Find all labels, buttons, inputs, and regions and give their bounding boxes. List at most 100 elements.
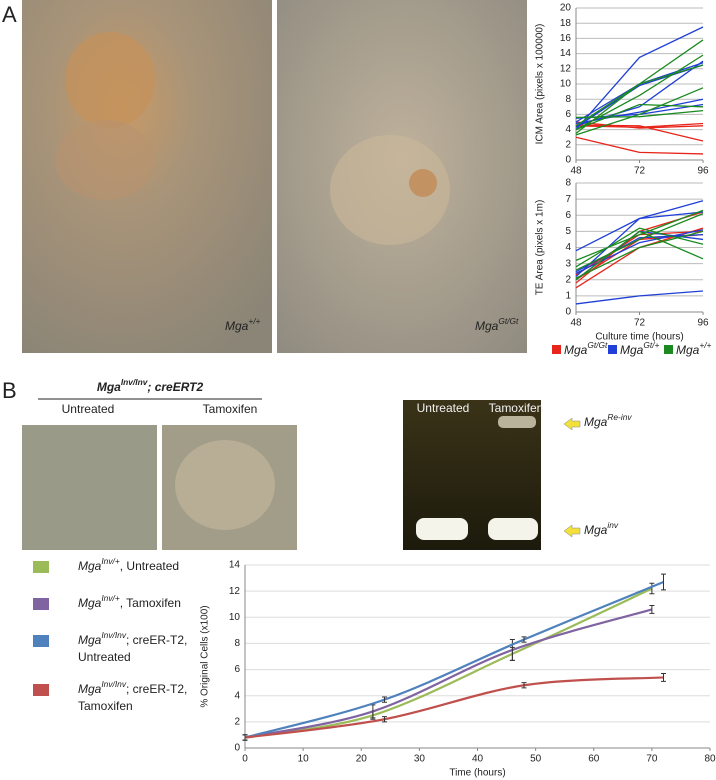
y-tick-label: 5 [565,226,571,237]
gel-band [498,416,536,428]
series-line [575,211,704,278]
y-tick-label: 10 [229,612,241,623]
arrow [563,524,581,538]
label: MgaInv/Inv; creER-T2, [78,630,187,647]
x-tick-label: 72 [634,318,646,329]
error-bar [382,716,387,723]
y-tick-label: 6 [234,664,240,675]
y-tick-label: 8 [234,638,240,649]
legend-swatch [608,345,617,354]
label-sup: +/+ [248,316,260,326]
gel-band [416,518,468,540]
series-line [244,676,664,739]
cell-colony [330,135,450,245]
y-tick-label: 6 [565,109,571,120]
label-sup: Inv/+ [101,593,119,603]
label-rest: ; creERT2 [147,380,203,394]
x-tick-label: 48 [570,318,582,329]
label: Mga+/+ [225,316,261,333]
series-line [575,87,704,136]
label: MgaInv/Inv; creERT2 [97,377,204,394]
label-base: Mga [584,523,608,537]
condition-label: Untreated [62,402,115,416]
series-line [575,109,704,119]
cell-colony [409,169,437,197]
condition-label: Tamoxifen [203,402,258,416]
cell-colony [65,32,155,128]
cell-colony [175,440,275,530]
y-tick-label: 14 [560,48,572,59]
y-axis-label: ICM Area (pixels x 100000) [535,24,546,145]
error-bar [661,672,666,682]
label: MgaRe-inv [584,412,632,429]
y-tick-label: 2 [234,716,240,727]
label-base: Mga [97,380,121,394]
label-base: Mga [620,343,644,357]
label-rest: , Untreated [120,559,179,573]
y-tick-label: 6 [565,210,571,221]
y-tick-label: 0 [234,743,240,754]
label-sup: Inv/Inv [101,679,126,689]
error-bar [382,696,387,703]
label: MgaInv/+, Tamoxifen [78,593,181,610]
error-bar [661,573,666,591]
legend-swatch [33,561,49,573]
label-base: Mga [78,682,102,696]
y-tick-label: 8 [565,94,571,105]
label-base: Mga [676,343,700,357]
x-axis-label: Culture time (hours) [595,332,683,343]
series-line [575,136,704,155]
series-line [575,213,704,271]
x-tick-label: 48 [570,166,582,177]
y-axis-label: % Original Cells (x100) [200,605,211,707]
series-line [575,54,704,131]
series-line [575,227,704,268]
label-sup: Re-inv [607,412,632,422]
label-sup: Inv/Inv [121,377,149,387]
y-tick-label: 4 [234,690,240,701]
label: Mga+/+ [676,340,712,357]
x-tick-label: 10 [298,754,310,765]
error-bar [509,639,515,661]
label-rest: , Tamoxifen [120,596,181,610]
label-sup: +/+ [699,340,711,350]
y-tick-label: 12 [229,586,241,597]
series-line [575,103,704,131]
y-tick-label: 2 [565,139,571,150]
x-tick-label: 72 [634,166,646,177]
label-base: Mga [564,343,588,357]
series-line [244,580,664,739]
series-line [575,64,704,127]
label-rest: ; creER-T2, [126,682,187,696]
panel-label: A [2,2,17,27]
label-base: Mga [78,559,102,573]
legend-label: Tamoxifen [78,699,133,713]
x-tick-label: 40 [472,754,484,765]
x-tick-label: 96 [697,166,709,177]
y-tick-label: 20 [560,3,572,14]
y-tick-label: 8 [565,178,571,189]
series-line [575,209,704,262]
x-tick-label: 60 [588,754,600,765]
y-tick-label: 4 [565,124,571,135]
error-bar [242,734,248,741]
y-tick-label: 14 [229,560,241,571]
error-bar [649,605,655,614]
label-sup: inv [607,520,619,530]
label: MgaGt/+ [620,340,660,357]
arrow [563,417,581,431]
error-bar [521,682,527,689]
series-line [575,98,704,125]
series-line [575,122,704,128]
legend-swatch [664,345,673,354]
legend-swatch [33,684,49,696]
x-tick-label: 80 [704,754,716,765]
y-tick-label: 16 [560,33,572,44]
x-tick-label: 30 [414,754,426,765]
y-tick-label: 1 [565,291,571,302]
label-sup: Inv/+ [101,556,119,566]
x-tick-label: 50 [530,754,542,765]
label-base: Mga [475,319,499,333]
x-tick-label: 96 [697,318,709,329]
